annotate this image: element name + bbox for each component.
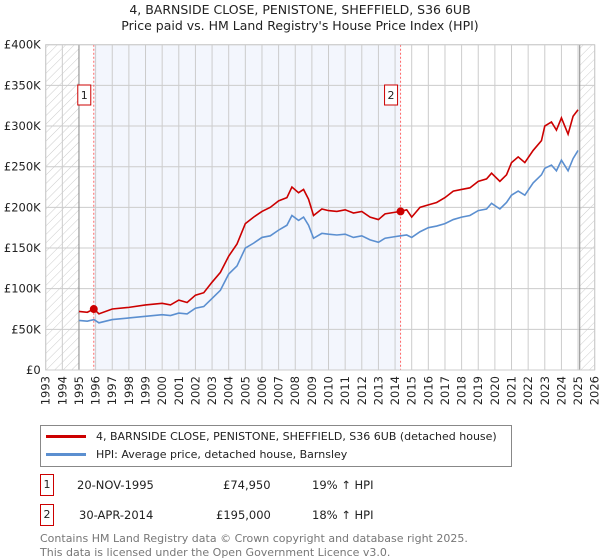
sale-marker-label: 1: [81, 89, 88, 102]
x-tick-label: 2004: [222, 376, 236, 405]
y-tick-label: £200K: [4, 200, 41, 214]
y-tick-label: £0: [26, 363, 41, 377]
x-tick-label: 2013: [371, 376, 385, 405]
x-tick-label: 2015: [405, 376, 419, 405]
x-tick-label: 2017: [438, 376, 452, 405]
y-tick-label: £150K: [4, 241, 41, 255]
x-tick-label: 2002: [188, 376, 202, 405]
x-tick-label: 2019: [471, 376, 485, 405]
x-tick-label: 2010: [322, 376, 336, 405]
x-tick-label: 2024: [554, 376, 568, 405]
legend: 4, BARNSIDE CLOSE, PENISTONE, SHEFFIELD,…: [40, 425, 512, 467]
y-tick-label: £250K: [4, 160, 41, 174]
plot-border: [45, 44, 596, 371]
transaction-date: 20-NOV-1995: [77, 478, 154, 492]
x-tick-label: 2023: [538, 376, 552, 405]
price-chart: 1993 1994 1995 1996 1997 1998 1999 2000 2001 2002…: [4, 38, 600, 406]
transaction-hpi: 19% ↑ HPI: [312, 478, 374, 492]
footer-copyright: Contains HM Land Registry data © Crown c…: [40, 532, 468, 545]
x-tick-label: 2020: [488, 376, 502, 405]
x-tick-label: 1998: [122, 376, 136, 405]
sale-marker-label: 2: [388, 89, 395, 102]
transaction-hpi: 18% ↑ HPI: [312, 508, 374, 522]
x-tick-label: 2003: [205, 376, 219, 405]
x-tick-label: 2012: [355, 376, 369, 405]
transaction-badge: 2: [40, 504, 54, 526]
x-tick-label: 2022: [521, 376, 535, 405]
legend-hpi-label: HPI: Average price, detached house, Barn…: [96, 448, 348, 461]
chart-title-line2: Price paid vs. HM Land Registry's House …: [121, 18, 479, 33]
x-tick-label: 1994: [55, 376, 69, 405]
sale-marker-badge: [77, 84, 92, 106]
x-tick-label: 2000: [155, 376, 169, 405]
x-tick-label: 2006: [255, 376, 269, 405]
x-tick-label: 1997: [105, 376, 119, 405]
sale-point: [89, 305, 98, 314]
property-series-line: [78, 109, 579, 315]
legend-red-line: [46, 435, 86, 438]
x-tick-label: 2008: [288, 376, 302, 405]
y-tick-label: £400K: [4, 38, 41, 52]
sale-point: [396, 207, 405, 216]
x-tick-label: 2016: [421, 376, 435, 405]
y-tick-label: £100K: [4, 282, 41, 296]
chart-title-line1: 4, BARNSIDE CLOSE, PENISTONE, SHEFFIELD,…: [129, 2, 471, 17]
x-tick-label: 1995: [72, 376, 86, 405]
x-tick-label: 2011: [338, 376, 352, 405]
x-tick-label: 2001: [172, 376, 186, 405]
x-tick-label: 2009: [305, 376, 319, 405]
x-tick-label: 1999: [139, 376, 153, 405]
transaction-date: 30-APR-2014: [79, 508, 154, 522]
x-tick-label: 2007: [272, 376, 286, 405]
transaction-price: £74,950: [223, 478, 271, 492]
y-tick-label: £350K: [4, 78, 41, 92]
x-tick-label: 1993: [39, 376, 53, 405]
y-tick-label: £300K: [4, 119, 41, 133]
y-tick-label: £50K: [11, 322, 41, 336]
footer-licence: This data is licensed under the Open Gov…: [40, 546, 391, 559]
transaction-badge: 1: [40, 474, 54, 496]
transaction-row: 1 20-NOV-1995 £74,950 19% ↑ HPI: [40, 474, 540, 496]
transaction-price: £195,000: [216, 508, 271, 522]
x-tick-label: 2021: [505, 376, 519, 405]
legend-blue-line: [46, 453, 86, 456]
hpi-series-line: [78, 150, 579, 324]
x-tick-label: 2026: [588, 376, 600, 405]
sale-marker-badge: [384, 84, 399, 106]
x-tick-label: 2025: [571, 376, 585, 405]
x-tick-label: 1996: [89, 376, 103, 405]
x-tick-label: 2018: [455, 376, 469, 405]
legend-property-label: 4, BARNSIDE CLOSE, PENISTONE, SHEFFIELD,…: [96, 430, 497, 443]
transaction-row: 2 30-APR-2014 £195,000 18% ↑ HPI: [40, 504, 540, 526]
x-tick-label: 2014: [388, 376, 402, 405]
x-tick-label: 2005: [238, 376, 252, 405]
